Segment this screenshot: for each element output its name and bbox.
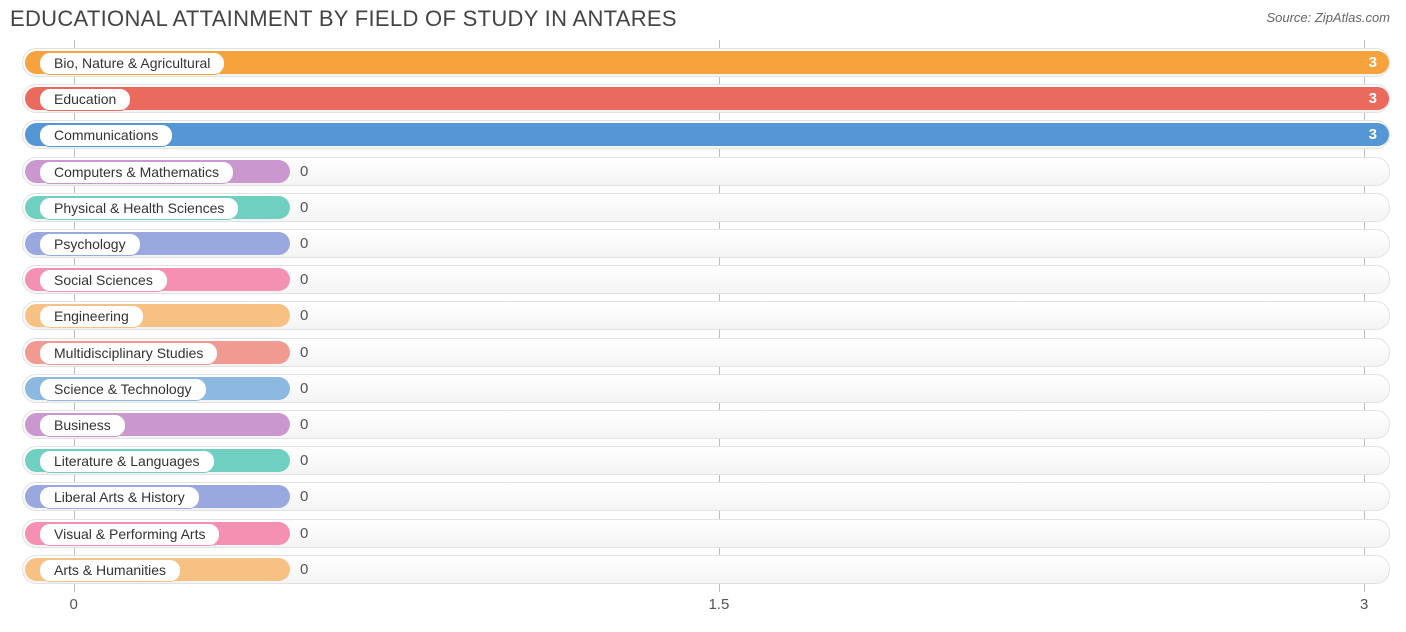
chart-x-axis: 01.53 (10, 592, 1396, 626)
bar-label: Liberal Arts & History (39, 486, 200, 509)
bar-row: Computers & Mathematics 0 (22, 157, 1390, 186)
bar-label: Engineering (39, 305, 144, 328)
bar-label: Arts & Humanities (39, 559, 181, 582)
bar-value: 0 (290, 447, 308, 474)
bar-value: 0 (290, 158, 308, 185)
bar-label: Bio, Nature & Agricultural (39, 52, 225, 75)
bar-value: 0 (290, 230, 308, 257)
bar-label: Multidisciplinary Studies (39, 342, 218, 365)
bar-row: Social Sciences 0 (22, 265, 1390, 294)
bar-label: Communications (39, 124, 173, 147)
bar-label: Business (39, 414, 126, 437)
x-tick-label: 1.5 (708, 596, 729, 613)
bar-row: Psychology 0 (22, 229, 1390, 258)
bar-value: 0 (290, 266, 308, 293)
bar-row: Physical & Health Sciences 0 (22, 193, 1390, 222)
bar-row: Multidisciplinary Studies 0 (22, 338, 1390, 367)
bar-value: 3 (1369, 123, 1377, 146)
bar-label: Computers & Mathematics (39, 161, 234, 184)
bar-value: 0 (290, 483, 308, 510)
bar-row: 3 Communications (22, 120, 1390, 149)
bar-row: Visual & Performing Arts 0 (22, 519, 1390, 548)
bar-row: Literature & Languages 0 (22, 446, 1390, 475)
bar-value: 3 (1369, 87, 1377, 110)
chart-source: Source: ZipAtlas.com (1266, 6, 1396, 25)
bar-value: 0 (290, 411, 308, 438)
x-tick-label: 3 (1360, 596, 1368, 613)
chart-plot-area: 3 Bio, Nature & Agricultural 3 Education 3 Co… (10, 40, 1396, 592)
bar-label: Literature & Languages (39, 450, 215, 473)
bar-value: 0 (290, 302, 308, 329)
bar-value: 0 (290, 520, 308, 547)
bar-row: Business 0 (22, 410, 1390, 439)
chart-bars: 3 Bio, Nature & Agricultural 3 Education 3 Co… (10, 40, 1396, 592)
bar-row: Liberal Arts & History 0 (22, 482, 1390, 511)
bar-row: 3 Bio, Nature & Agricultural (22, 48, 1390, 77)
bar-row: Engineering 0 (22, 301, 1390, 330)
bar-label: Psychology (39, 233, 141, 256)
bar-row: Science & Technology 0 (22, 374, 1390, 403)
bar-value: 0 (290, 194, 308, 221)
bar-value: 0 (290, 556, 308, 583)
bar-value: 0 (290, 339, 308, 366)
chart-header: EDUCATIONAL ATTAINMENT BY FIELD OF STUDY… (10, 6, 1396, 40)
bar-label: Visual & Performing Arts (39, 523, 220, 546)
bar-fill: 3 (25, 87, 1389, 110)
bar-row: Arts & Humanities 0 (22, 555, 1390, 584)
bar-label: Social Sciences (39, 269, 168, 292)
bar-fill: 3 (25, 123, 1389, 146)
bar-label: Education (39, 88, 131, 111)
chart-container: EDUCATIONAL ATTAINMENT BY FIELD OF STUDY… (0, 0, 1406, 632)
bar-value: 3 (1369, 51, 1377, 74)
bar-value: 0 (290, 375, 308, 402)
bar-label: Science & Technology (39, 378, 207, 401)
x-tick-label: 0 (69, 596, 77, 613)
bar-row: 3 Education (22, 84, 1390, 113)
bar-fill: 3 (25, 51, 1389, 74)
bar-label: Physical & Health Sciences (39, 197, 239, 220)
chart-title: EDUCATIONAL ATTAINMENT BY FIELD OF STUDY… (10, 6, 677, 32)
